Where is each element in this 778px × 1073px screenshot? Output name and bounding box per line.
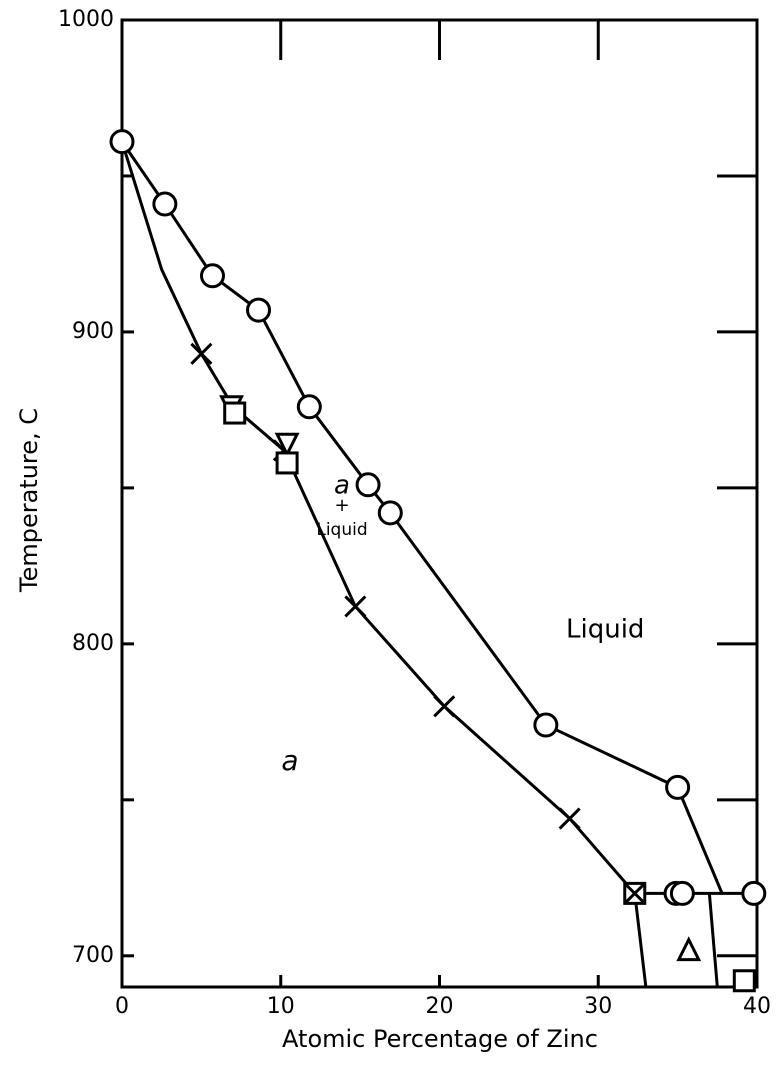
marker-triangle-down: [274, 432, 300, 458]
y-axis-label: Temperature, C: [15, 408, 43, 593]
marker-circle: [669, 880, 695, 906]
marker-circle: [246, 297, 272, 323]
marker-cross: [344, 595, 367, 618]
x-tick-label: 10: [267, 994, 295, 1019]
marker-cross: [433, 695, 456, 718]
plot-frame: [120, 18, 759, 989]
marker-circle: [665, 774, 691, 800]
x-tick-label: 20: [426, 994, 454, 1019]
y-tick-label: 1000: [58, 7, 114, 32]
marker-square: [223, 401, 247, 425]
marker-circle: [199, 263, 225, 289]
marker-boxed-cross: [623, 881, 647, 905]
marker-circle: [377, 500, 403, 526]
x-tick-label: 0: [115, 994, 129, 1019]
marker-circle: [741, 880, 767, 906]
annotation: a: [281, 744, 298, 777]
annotation: Liquid: [566, 615, 644, 645]
x-axis-label: Atomic Percentage of Zinc: [282, 1025, 598, 1053]
marker-cross: [558, 807, 581, 830]
phase-boundary: [707, 893, 719, 988]
x-tick-label: 30: [584, 994, 612, 1019]
marker-cross: [190, 342, 213, 365]
phase-boundary: [633, 893, 648, 988]
phase-boundary: [120, 140, 724, 894]
annotation: Liquid: [316, 520, 367, 540]
marker-circle: [296, 394, 322, 420]
y-tick-label: 700: [72, 943, 114, 968]
marker-circle: [152, 191, 178, 217]
annotation: a: [334, 471, 350, 501]
x-tick-label: 40: [743, 994, 771, 1019]
y-tick-label: 900: [72, 319, 114, 344]
marker-square: [275, 451, 299, 475]
annotation: +: [334, 495, 349, 516]
marker-circle: [109, 129, 135, 155]
marker-triangle-up: [676, 936, 702, 962]
marker-square: [732, 969, 756, 993]
y-tick-label: 800: [72, 631, 114, 656]
marker-circle: [533, 712, 559, 738]
marker-circle: [355, 472, 381, 498]
